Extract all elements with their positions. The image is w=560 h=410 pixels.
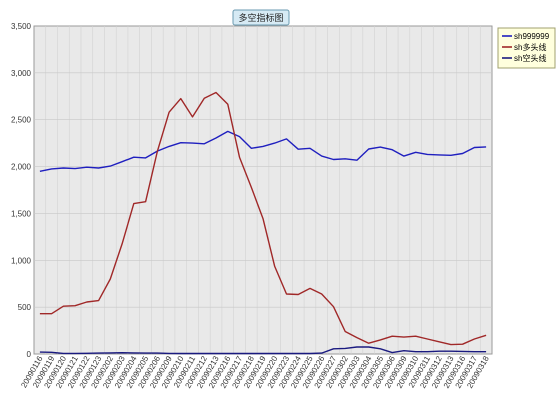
legend-box (497, 27, 556, 69)
y-tick-label: 1,500 (11, 209, 32, 218)
grid-lines (34, 26, 492, 354)
chart-title-box: 多空指标图 (232, 9, 290, 26)
legend-label: sh空头线 (514, 53, 546, 63)
series-line-1 (39, 130, 487, 172)
y-tick-label: 2,000 (11, 163, 32, 172)
y-tick-label: 500 (18, 303, 32, 312)
plot-area (33, 25, 493, 355)
y-tick-label: 3,000 (11, 69, 32, 78)
series-lines (39, 91, 487, 355)
y-tick-label: 3,500 (11, 22, 32, 31)
chart-title: 多空指标图 (238, 12, 283, 23)
y-tick-label: 0 (27, 350, 32, 359)
series-line-2 (39, 91, 487, 346)
series-line-3 (39, 346, 487, 355)
legend-label: sh多头线 (514, 42, 546, 52)
y-tick-label: 2,500 (11, 116, 32, 125)
x-axis-tick-labels: 2009011620090119200901202009012120090122… (19, 354, 491, 390)
y-tick-label: 1,000 (11, 256, 32, 265)
y-axis-tick-labels: 0 500 1,000 1,500 2,000 2,500 3,000 3,500 (11, 22, 32, 359)
legend-label: sh999999 (514, 32, 550, 41)
